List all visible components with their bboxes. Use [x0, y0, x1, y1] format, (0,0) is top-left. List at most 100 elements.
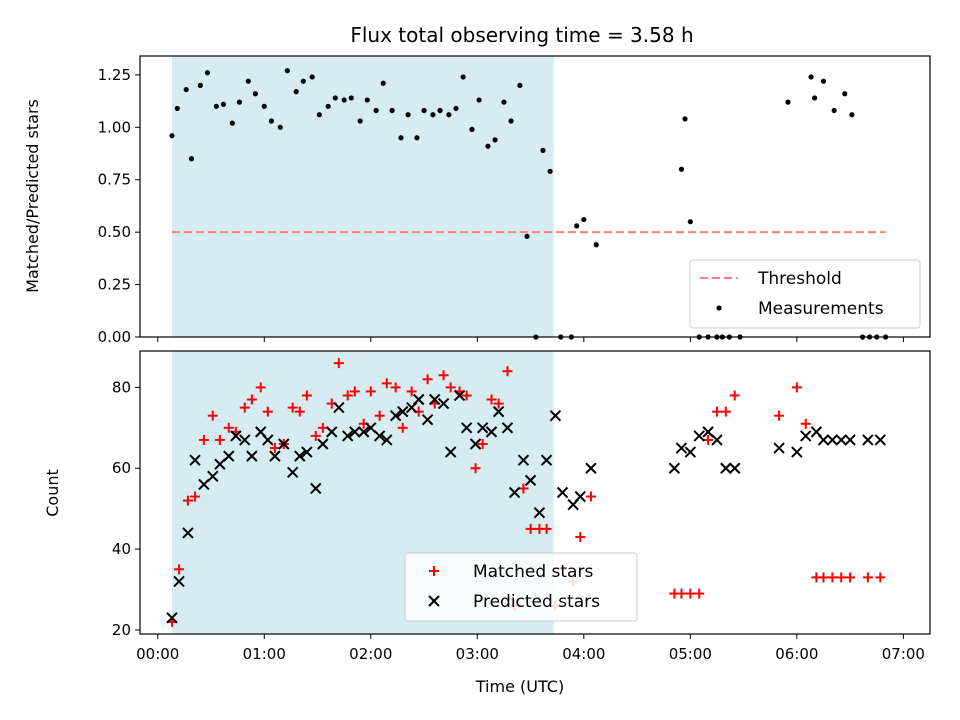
predicted-star-marker: [428, 393, 441, 406]
predicted-star-marker: [365, 422, 377, 434]
matched-star-marker: [845, 572, 856, 583]
x-tick-label: 01:00: [243, 645, 286, 663]
legend-entry-label: Matched stars: [473, 562, 593, 582]
predicted-star-marker: [684, 446, 697, 458]
predicted-star-marker: [817, 434, 830, 446]
predicted-star-marker: [524, 474, 537, 487]
matched-star-marker: [317, 422, 328, 433]
matched-star-marker: [223, 422, 234, 433]
predicted-star-marker: [444, 446, 457, 458]
measurement-point: [682, 116, 688, 122]
predicted-star-marker: [492, 405, 505, 418]
predicted-star-marker: [835, 434, 847, 446]
predicted-star-marker: [556, 486, 569, 499]
predicted-star-marker: [166, 612, 178, 624]
measurement-point: [581, 216, 587, 223]
legend-entry-label: Measurements: [758, 299, 884, 319]
matched-star-marker: [287, 402, 298, 413]
measurement-point: [540, 147, 546, 153]
matched-star-marker: [729, 390, 740, 401]
predicted-star-marker: [453, 389, 466, 402]
predicted-star-marker: [437, 397, 450, 410]
y-tick-label: 0.25: [98, 276, 131, 294]
measurement-point: [325, 103, 331, 109]
predicted-star-marker: [675, 442, 688, 454]
measurement-point: [277, 124, 283, 130]
y-tick-label: 60: [112, 459, 131, 477]
matched-star-marker: [333, 358, 344, 369]
matched-star-marker: [502, 366, 513, 377]
matched-star-marker: [390, 382, 401, 393]
measurement-point: [501, 99, 507, 105]
predicted-star-marker: [574, 490, 586, 503]
predicted-star-marker: [342, 430, 354, 442]
matched-star-marker: [477, 438, 488, 449]
x-tick-label: 04:00: [562, 645, 605, 663]
measurement-point: [236, 99, 243, 105]
predicted-star-marker: [476, 422, 489, 434]
x-tick-label: 07:00: [882, 645, 925, 663]
legend-measurement-swatch: [716, 305, 722, 311]
predicted-star-marker: [549, 409, 562, 422]
matched-star-marker: [791, 382, 802, 393]
predicted-star-marker: [173, 575, 185, 588]
measurement-point: [213, 103, 219, 109]
predicted-star-marker: [668, 462, 681, 474]
predicted-star-marker: [333, 401, 345, 414]
legend-box: [689, 259, 921, 329]
measurement-point: [357, 118, 363, 124]
measurement-point: [252, 91, 258, 97]
predicted-star-marker: [207, 470, 219, 483]
predicted-star-marker: [246, 450, 258, 462]
matched-star-marker: [694, 588, 705, 599]
matched-star-marker: [720, 406, 731, 417]
matched-star-marker: [190, 491, 201, 502]
matched-star-marker: [470, 463, 481, 474]
matched-star-marker: [438, 370, 449, 381]
predicted-star-marker: [421, 414, 434, 426]
y-tick-label: 40: [112, 540, 131, 558]
measurement-point: [229, 120, 235, 126]
x-tick-label: 00:00: [136, 645, 179, 663]
bottom-panel: 20 40 60 80 00:00 01:00 02:00 03:00 04:00 05:00 06…: [112, 350, 931, 663]
predicted-star-marker: [239, 434, 251, 446]
predicted-star-marker: [294, 450, 306, 462]
measurement-point: [593, 242, 599, 248]
legend-predicted-swatch: [428, 595, 440, 607]
matched-star-marker: [262, 406, 273, 417]
matched-star-marker: [422, 374, 433, 385]
predicted-star-marker: [533, 507, 546, 519]
predicted-star-marker: [540, 454, 553, 466]
measurement-point: [188, 156, 195, 162]
matched-star-marker: [294, 406, 305, 417]
measurement-point: [485, 143, 491, 149]
predicted-star-marker: [501, 422, 514, 434]
predicted-star-marker: [720, 462, 732, 474]
measurement-point: [453, 105, 459, 112]
y-tick-label: 0.75: [98, 171, 131, 189]
shaded-observing-span: [171, 56, 554, 337]
predicted-star-marker: [844, 434, 856, 446]
predicted-star-marker: [381, 434, 393, 446]
matched-star-marker: [486, 394, 497, 405]
matched-star-marker: [685, 588, 696, 599]
y-tick-label: 80: [112, 378, 131, 396]
predicted-star-marker: [182, 527, 194, 539]
predicted-star-marker: [269, 450, 281, 462]
measurement-point: [687, 219, 693, 225]
matched-star-marker: [406, 386, 417, 397]
measurement-point: [469, 126, 475, 132]
measurement-point: [300, 78, 306, 84]
predicted-star-marker: [693, 430, 705, 442]
measurement-point: [508, 118, 514, 124]
predicted-star-marker: [189, 454, 201, 466]
measurement-point: [183, 86, 189, 93]
predicted-star-marker: [278, 438, 290, 450]
matched-star-marker: [269, 443, 280, 454]
matched-star-marker: [174, 564, 185, 575]
matched-star-marker: [518, 483, 529, 494]
predicted-star-marker: [826, 434, 839, 446]
legend-entry-label: Predicted stars: [473, 592, 600, 612]
top-legend: Threshold Measurements: [689, 259, 921, 329]
top-y-axis-label: Matched/Predicted stars: [23, 99, 42, 293]
